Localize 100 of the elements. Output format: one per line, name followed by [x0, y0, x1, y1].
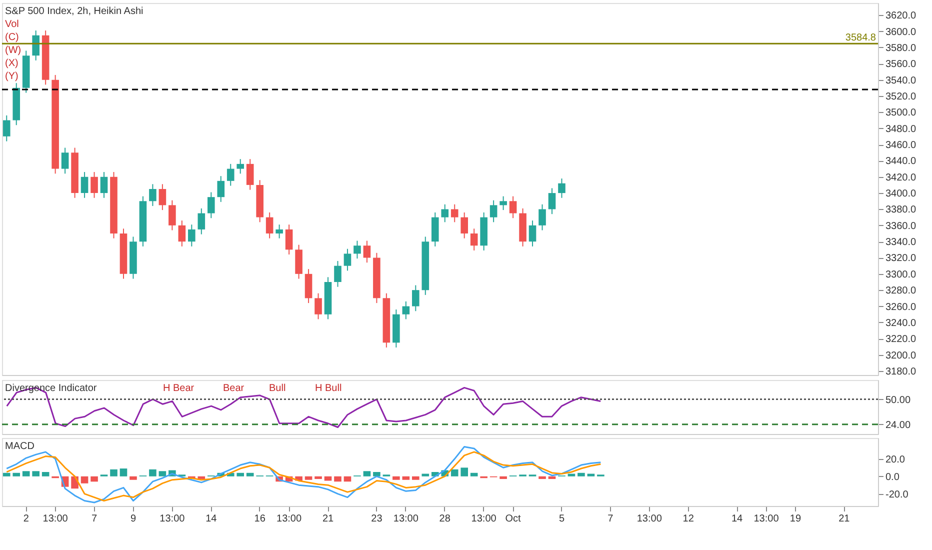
x-tick-label: 14 [731, 514, 744, 524]
y-tick-label: 3260.0 [886, 302, 917, 313]
candlestick [61, 147, 69, 174]
candlestick [500, 196, 507, 211]
candlestick [100, 172, 108, 198]
y-tick-label: 3540.0 [886, 75, 917, 86]
candlestick [344, 248, 352, 272]
bar [236, 472, 244, 476]
bar [110, 469, 118, 476]
bar [198, 476, 206, 479]
x-tick-label: 2 [23, 514, 30, 524]
candlestick [314, 292, 322, 320]
candlestick [149, 184, 156, 206]
candlestick [236, 158, 244, 174]
candlestick [2, 114, 10, 142]
bar [120, 468, 128, 476]
candlestick [285, 224, 293, 256]
x-tick-label: 5 [558, 514, 565, 524]
candlestick [460, 212, 468, 239]
bar [22, 471, 30, 476]
bar [548, 476, 556, 479]
bar [373, 472, 380, 476]
x-tick-label: 23 [371, 514, 383, 524]
bar [12, 472, 20, 476]
candlestick [402, 300, 410, 320]
y-tick-label: 3460.0 [886, 140, 917, 152]
bar [80, 476, 88, 484]
candlestick [363, 240, 371, 264]
bar [402, 476, 410, 480]
candlestick [558, 178, 566, 198]
x-tick-label: 21 [322, 514, 334, 524]
x-tick-label: 16 [254, 514, 266, 524]
y-tick-label: 3320.0 [886, 253, 917, 264]
candlestick [441, 204, 449, 223]
x-tick-label: 13:00 [160, 514, 186, 524]
x-tick-label: 13:00 [754, 514, 780, 524]
annotation: Vol [5, 19, 19, 30]
bar [130, 476, 137, 480]
y-tick-label: 3380.0 [886, 204, 917, 216]
bar [412, 476, 420, 480]
y-tick-label: 3620.0 [886, 10, 917, 22]
y-tick-label: 0.0 [886, 472, 900, 483]
candlestick [158, 184, 166, 211]
y-tick-label: 3200.0 [886, 350, 917, 362]
candlestick [334, 260, 342, 288]
y-tick-label: 3560.0 [886, 59, 917, 70]
annotation: (C) [5, 32, 19, 43]
y-tick-label: 3340.0 [886, 237, 917, 248]
y-tick-label: 3280.0 [886, 286, 917, 297]
bar [2, 472, 10, 476]
x-tick-label: Oct [505, 514, 522, 524]
candlestick [412, 284, 420, 312]
y-tick-label: 3520.0 [886, 92, 917, 102]
candlestick [538, 204, 546, 231]
x-tick-label: 13:00 [42, 514, 68, 524]
candlestick [168, 200, 176, 231]
candlestick [266, 212, 274, 239]
x-tick-label: 28 [439, 514, 451, 524]
candlestick [246, 158, 254, 190]
candlestick [178, 220, 186, 247]
annotation: Bull [269, 383, 286, 394]
bar [363, 471, 371, 476]
candlestick [450, 204, 458, 223]
candlestick [198, 208, 206, 235]
x-tick-label: 13:00 [393, 514, 419, 524]
bar [392, 476, 400, 480]
bar [334, 476, 342, 482]
y-tick-label: 50.00 [886, 394, 911, 406]
y-tick-label: 3300.0 [886, 269, 917, 280]
x-tick-label: 13:00 [276, 514, 302, 524]
bar [42, 472, 50, 476]
candlestick [354, 240, 361, 260]
bar [450, 469, 458, 476]
y-tick-label: 3360.0 [886, 220, 917, 232]
bar [32, 471, 40, 476]
x-tick-label: 7 [91, 514, 98, 524]
candlestick [276, 224, 283, 239]
y-tick-label: 3600.0 [886, 26, 917, 38]
y-tick-label: 3240.0 [886, 318, 917, 329]
candlestick [548, 188, 556, 215]
y-tick-label: 3480.0 [886, 124, 917, 135]
x-tick-label: 7 [608, 514, 614, 524]
x-tick-label: 13:00 [636, 514, 662, 524]
candlestick [32, 30, 40, 61]
candlestick [90, 172, 98, 198]
chart-title: S&P 500 Index, 2h, Heikin Ashi [5, 6, 144, 17]
bar [422, 474, 430, 476]
y-tick-label: -20.0 [886, 489, 909, 500]
annotation: Bear [223, 383, 245, 394]
bar [344, 476, 352, 482]
candlestick [490, 200, 498, 223]
bar [587, 474, 595, 476]
y-tick-label: 3500.0 [886, 108, 917, 119]
candlestick [188, 224, 196, 247]
bar [158, 471, 166, 476]
bar [460, 468, 468, 476]
y-tick-label: 3420.0 [886, 172, 917, 184]
bar [314, 476, 322, 479]
chart-title: MACD [5, 441, 34, 452]
ref-line-label: 3584.8 [845, 32, 876, 44]
